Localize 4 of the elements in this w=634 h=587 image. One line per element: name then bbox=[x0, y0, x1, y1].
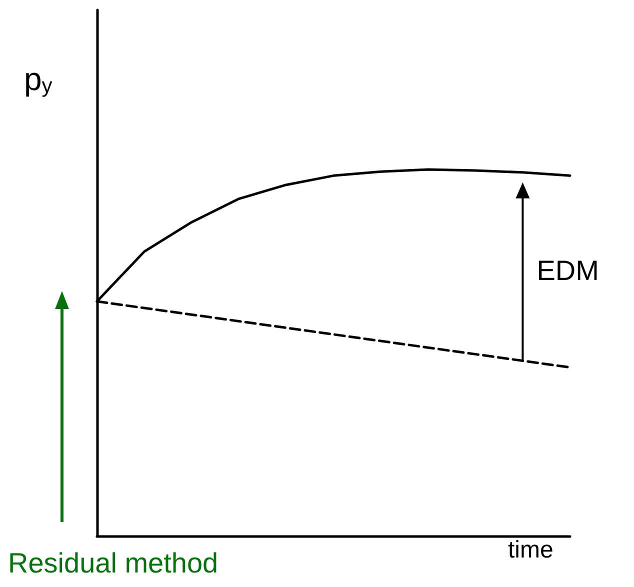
y-axis-title: py bbox=[24, 61, 53, 98]
text: Residual method bbox=[8, 548, 218, 578]
annotation: EDM bbox=[536, 255, 599, 286]
x-axis-title: time bbox=[508, 536, 554, 564]
